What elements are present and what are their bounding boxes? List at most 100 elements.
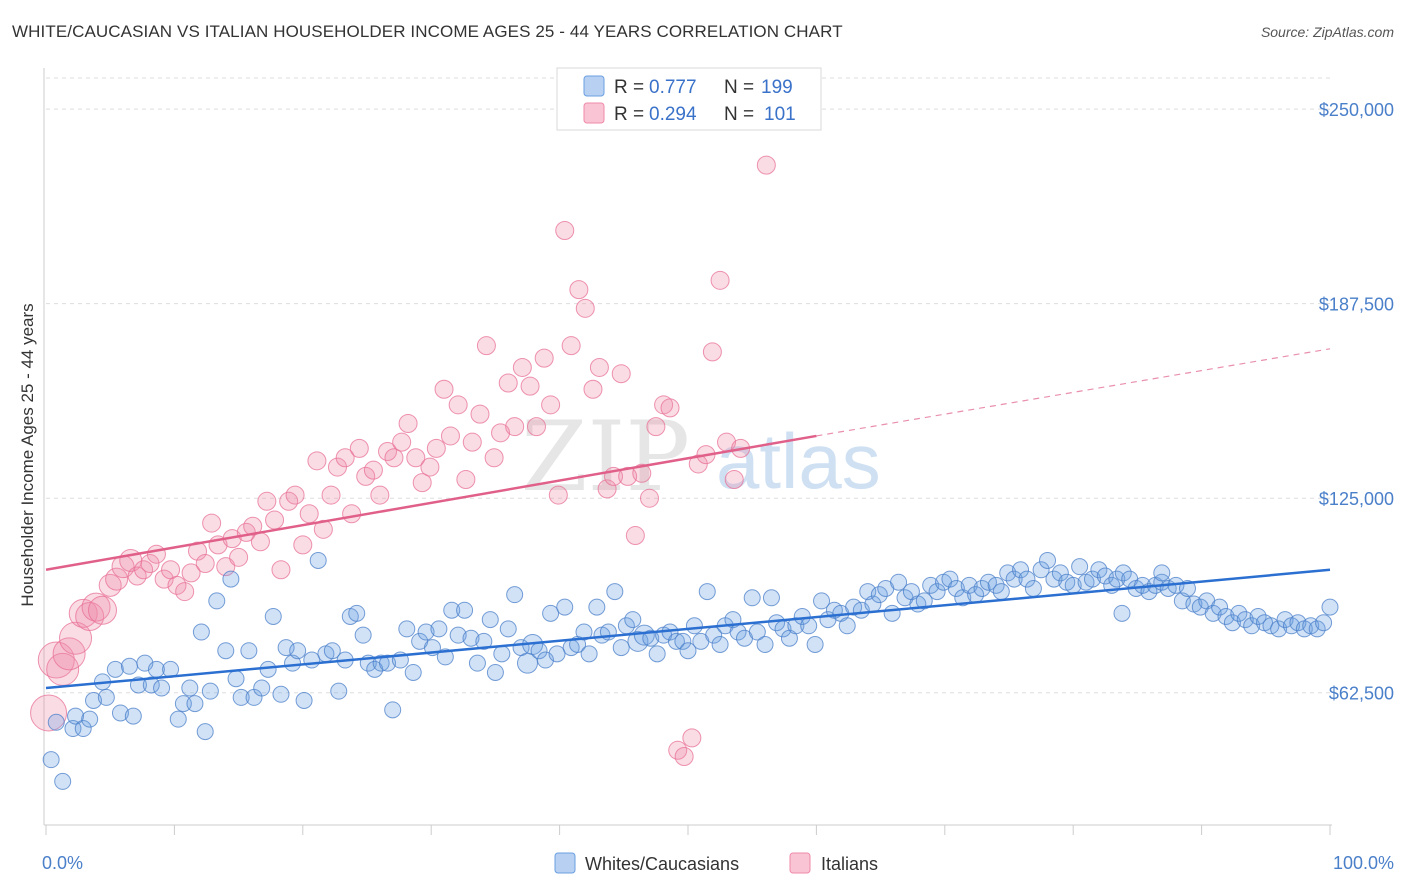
pink-point-80	[597, 479, 617, 499]
blue-point-140	[922, 576, 940, 594]
series-legend-swatch-whites	[554, 852, 576, 874]
y-tick-label-0: $62,500	[1329, 684, 1394, 704]
blue-point-39	[284, 654, 302, 672]
series-legend-swatch-italians	[789, 852, 811, 874]
pink-point-40	[313, 519, 333, 539]
blue-point-68	[468, 654, 486, 672]
pink-point-16	[146, 544, 166, 564]
blue-point-2	[47, 713, 65, 731]
pink-point-46	[356, 466, 376, 486]
pink-point-8	[87, 595, 117, 625]
blue-point-107	[711, 635, 729, 653]
blue-point-72	[493, 645, 511, 663]
blue-point-141	[928, 583, 946, 601]
blue-point-62	[430, 620, 448, 638]
pink-point-63	[476, 336, 496, 356]
legend-r-value-pink: 0.294	[649, 104, 697, 125]
pink-point-71	[534, 348, 554, 368]
blue-point-135	[890, 573, 908, 591]
blue-point-201	[1315, 614, 1333, 632]
blue-point-31	[232, 688, 250, 706]
pink-point-32	[257, 491, 277, 511]
series-legend-label-whites: Whites/Caucasians	[585, 854, 739, 874]
blue-point-53	[372, 654, 390, 672]
pink-point-24	[202, 513, 222, 533]
blue-point-63	[436, 648, 454, 666]
blue-point-188	[1230, 604, 1248, 622]
y-tick-label-1: $125,000	[1319, 489, 1394, 509]
pink-point-56	[426, 438, 446, 458]
blue-point-102	[679, 642, 697, 660]
blue-point-55	[384, 701, 402, 719]
pink-point-76	[569, 280, 589, 300]
blue-point-160	[1051, 564, 1069, 582]
blue-point-71	[486, 663, 504, 681]
blue-point-87	[588, 598, 606, 616]
blue-point-0	[42, 751, 60, 769]
blue-point-29	[222, 570, 240, 588]
blue-point-35	[259, 660, 277, 678]
blue-point-5	[74, 720, 92, 738]
blue-point-185	[1211, 598, 1229, 616]
blue-point-105	[698, 583, 716, 601]
blue-point-203	[1113, 604, 1131, 622]
pink-point-33	[265, 510, 285, 530]
series-legend-label-italians: Italians	[821, 854, 878, 874]
blue-point-23	[186, 695, 204, 713]
blue-point-158	[1039, 551, 1057, 569]
whites-trendline	[45, 568, 1331, 690]
pink-point-36	[285, 485, 305, 505]
blue-point-103	[685, 617, 703, 635]
blue-point-22	[181, 679, 199, 697]
blue-point-9	[97, 688, 115, 706]
pink-point-47	[363, 460, 383, 480]
blue-point-34	[253, 679, 271, 697]
blue-point-26	[201, 682, 219, 700]
blue-point-200	[1308, 620, 1326, 638]
blue-point-45	[323, 642, 341, 660]
blue-point-86	[580, 645, 598, 663]
pink-point-61	[462, 432, 482, 452]
x-tick-label-min: 0.0%	[42, 853, 83, 873]
pink-point-52	[398, 413, 418, 433]
pink-point-53	[406, 448, 426, 468]
pink-point-28	[229, 547, 249, 567]
blue-point-153	[1005, 570, 1023, 588]
pink-point-77	[575, 298, 595, 318]
legend-r-label-pink: R =	[614, 104, 644, 125]
blue-point-64	[443, 601, 461, 619]
blue-point-157	[1032, 561, 1050, 579]
blue-point-194	[1270, 620, 1288, 638]
pink-point-68	[512, 357, 532, 377]
blue-point-81	[548, 645, 566, 663]
blue-point-122	[806, 635, 824, 653]
pink-point-31	[250, 532, 270, 552]
pink-point-37	[293, 535, 313, 555]
trendlines	[45, 348, 1331, 690]
pink-point-41	[321, 485, 341, 505]
pink-point-51	[392, 432, 412, 452]
pink-point-43	[335, 448, 355, 468]
legend-n-value-blue: 199	[761, 77, 793, 98]
pink-point-91	[674, 747, 694, 767]
blue-point-163	[1071, 558, 1089, 576]
blue-point-32	[240, 642, 258, 660]
pink-point-75	[561, 336, 581, 356]
pink-point-89	[660, 398, 680, 418]
blue-point-166	[1090, 561, 1108, 579]
pink-point-92	[682, 728, 702, 748]
pink-point-82	[611, 364, 631, 384]
pink-point-21	[181, 563, 201, 583]
legend-r-value-blue: 0.777	[649, 77, 697, 98]
watermark-atlas: atlas	[716, 417, 881, 505]
blue-point-7	[85, 692, 103, 709]
pink-point-66	[498, 373, 518, 393]
x-axis-ticks	[45, 825, 1331, 835]
blue-point-96	[642, 629, 660, 647]
blue-point-13	[124, 707, 142, 725]
blue-point-112	[743, 589, 761, 607]
pink-point-96	[710, 270, 730, 290]
blue-point-113	[748, 623, 766, 641]
blue-point-156	[1024, 579, 1042, 597]
